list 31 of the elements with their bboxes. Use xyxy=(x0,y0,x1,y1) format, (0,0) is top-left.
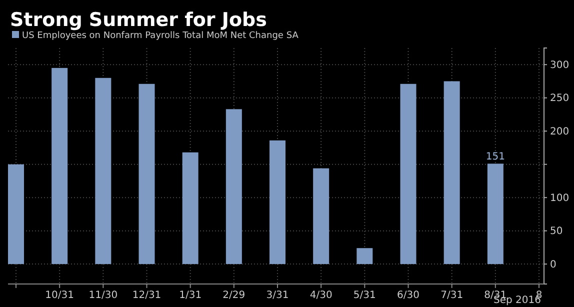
x-tick-label: 2/29 xyxy=(222,290,246,302)
chart-title: Strong Summer for Jobs xyxy=(10,9,267,31)
x-tick-label: 11/30 xyxy=(88,290,118,302)
y-tick-label: 200 xyxy=(550,126,570,138)
bar xyxy=(356,248,373,264)
bar xyxy=(52,68,68,264)
x-tick-label: 4/30 xyxy=(310,290,332,302)
x-tick-label: 12/31 xyxy=(132,290,162,302)
y-tick-label: 250 xyxy=(550,93,570,104)
legend-label: US Employees on Nonfarm Payrolls Total MoM Net Change SA xyxy=(22,31,300,41)
y-tick-label: 100 xyxy=(550,192,570,204)
x-tick-label: 6/30 xyxy=(397,290,420,302)
y-tick-label: 0 xyxy=(550,259,556,270)
y-tick-label: 300 xyxy=(550,60,570,71)
bar xyxy=(8,164,24,264)
data-label: 151 xyxy=(486,152,505,163)
x-tick-label: 7/31 xyxy=(440,290,464,302)
bar xyxy=(270,140,286,264)
bar xyxy=(182,152,198,264)
bar xyxy=(444,81,460,264)
x-tick-label: 10/31 xyxy=(45,290,74,302)
bar xyxy=(226,109,242,264)
y-tick-label: 50 xyxy=(550,226,563,238)
bar xyxy=(313,168,330,264)
x-tick-label: 5/31 xyxy=(353,290,376,302)
x-tick-label: 1/31 xyxy=(179,290,202,302)
bar xyxy=(487,164,504,264)
bar xyxy=(95,78,112,264)
bar xyxy=(138,84,155,264)
bar xyxy=(400,84,416,264)
x-tick-label: 3/31 xyxy=(266,290,289,302)
